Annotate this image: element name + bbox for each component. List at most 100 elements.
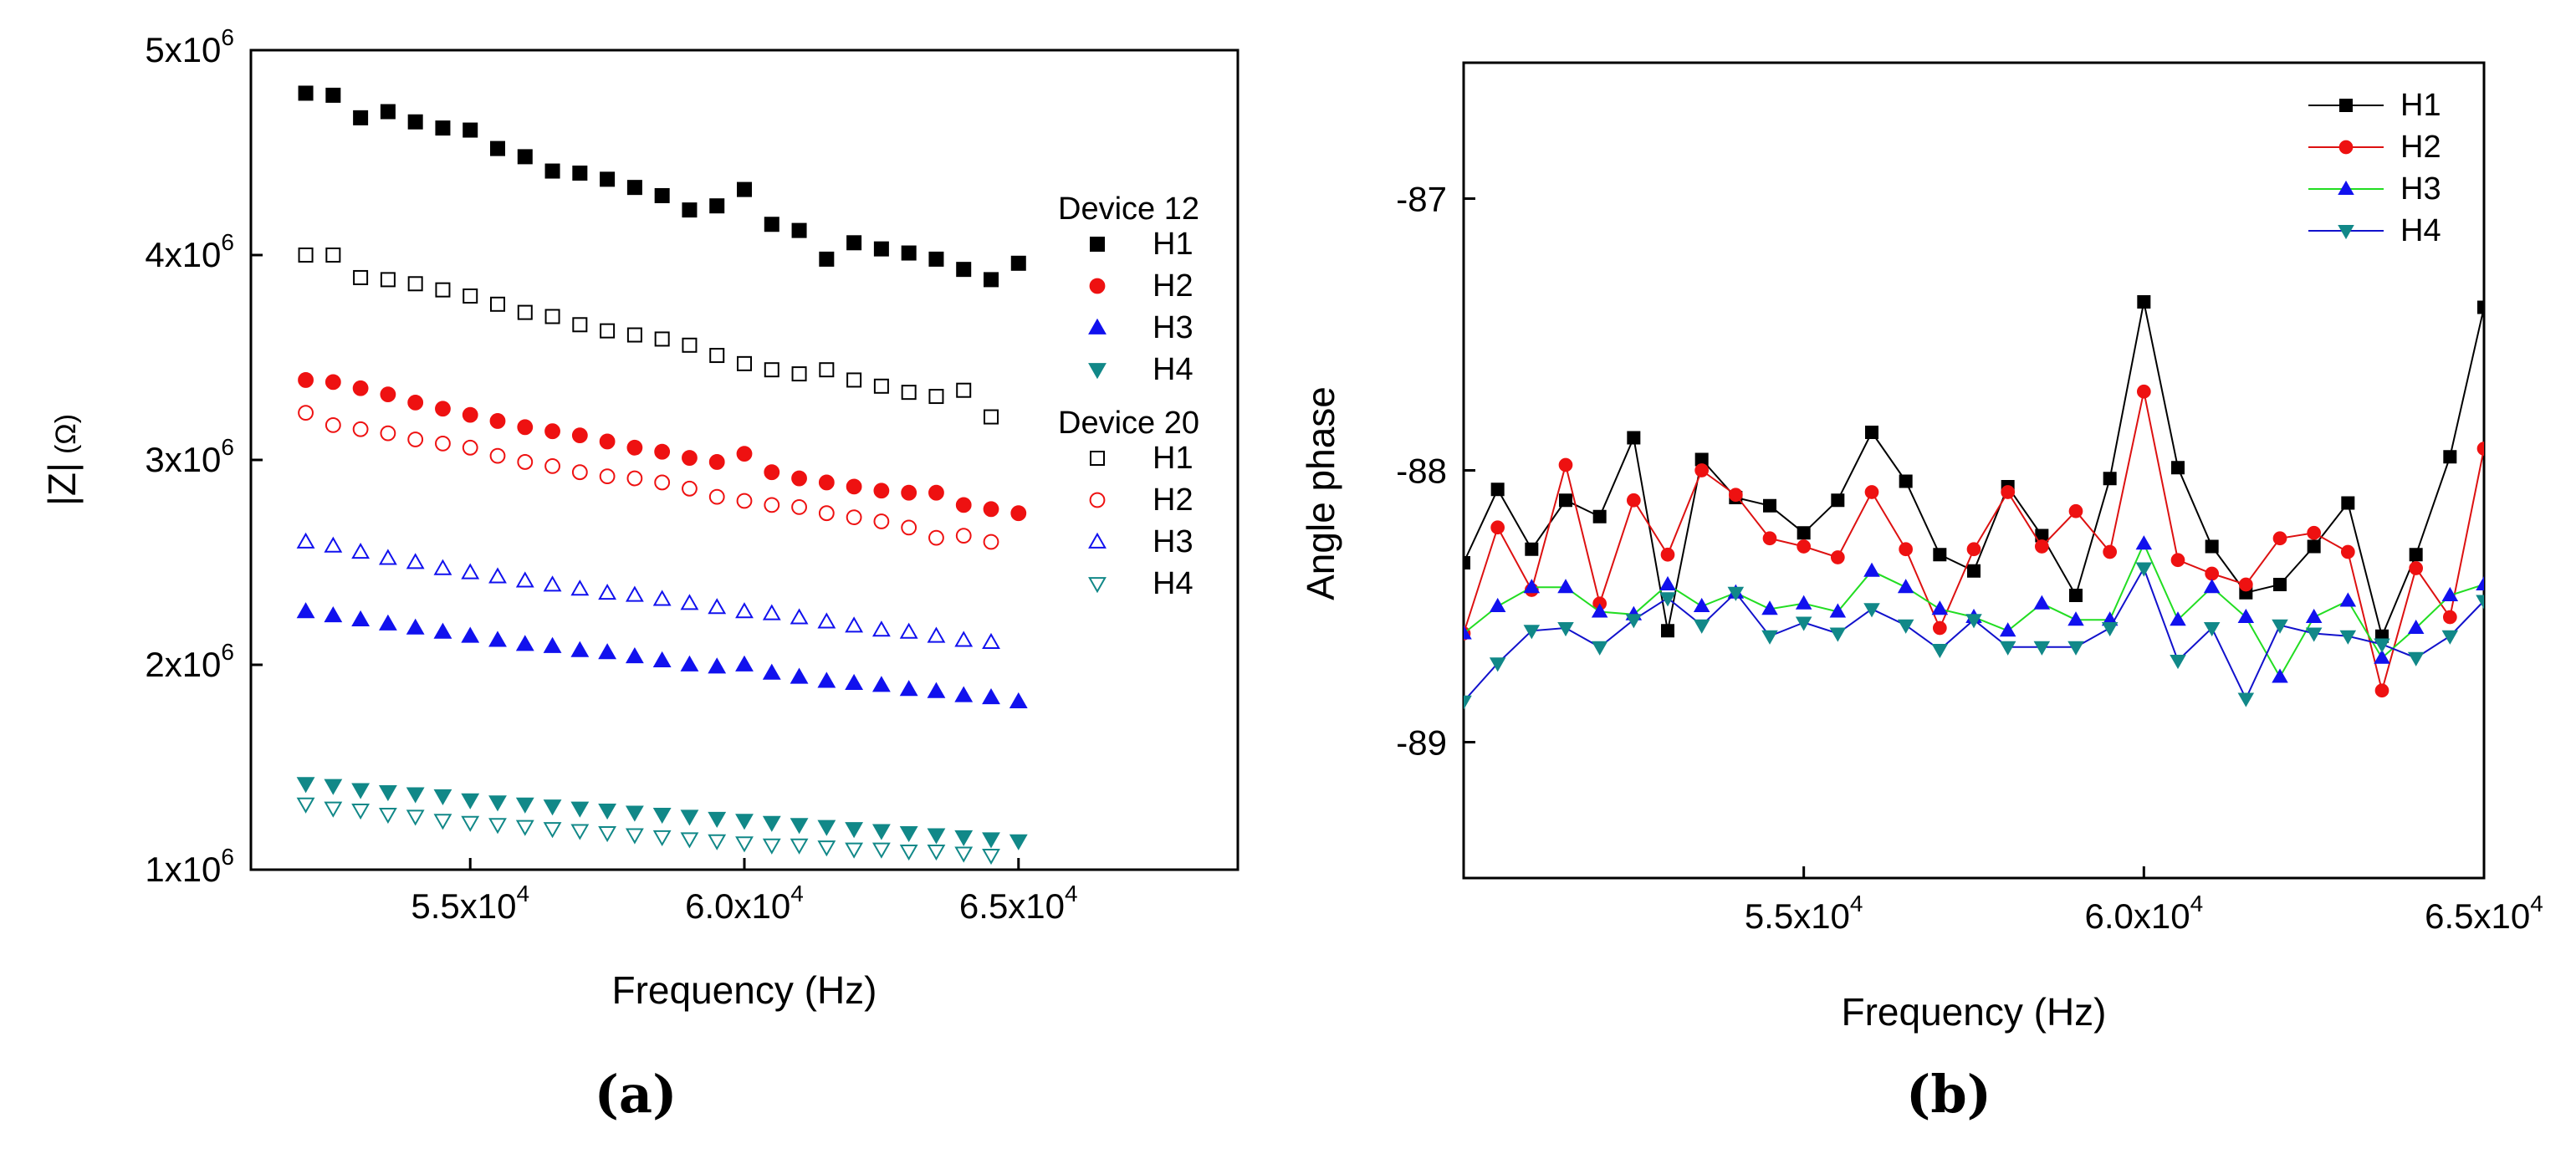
data-point xyxy=(735,655,754,671)
panel-b-x-tick-label-mantissa: 6.5x10 xyxy=(2425,896,2530,936)
data-point xyxy=(2442,610,2457,625)
data-point xyxy=(433,789,452,806)
data-point xyxy=(1795,616,1812,631)
data-point xyxy=(298,85,314,101)
data-point xyxy=(871,824,891,840)
data-point xyxy=(2476,595,2484,610)
series-device-12-h4 xyxy=(296,777,1028,850)
panel-b-x-tick-label: 6.0x104 xyxy=(2084,891,2203,936)
data-point xyxy=(353,269,369,285)
data-point xyxy=(846,235,862,251)
panel-a-y-tick-label-exponent: 6 xyxy=(221,434,234,460)
data-point xyxy=(1591,603,1608,618)
panel-b-y-ticks: -87 -88 -89 xyxy=(1396,180,1475,763)
data-point xyxy=(1727,586,1745,601)
data-point xyxy=(380,425,396,442)
series-device-20-h1 xyxy=(298,248,999,425)
data-point xyxy=(764,217,779,232)
data-point xyxy=(488,795,507,812)
data-point xyxy=(1762,531,1777,546)
panel-a-y-tick-label-exponent: 6 xyxy=(221,844,234,870)
data-point xyxy=(2443,450,2457,464)
data-point xyxy=(296,777,315,794)
data-point xyxy=(1899,542,1914,557)
data-point xyxy=(846,372,862,388)
data-point xyxy=(461,563,480,580)
data-point xyxy=(2203,621,2221,637)
panel-a-y-tick-label-mantissa: 2x10 xyxy=(145,645,221,684)
data-point xyxy=(652,807,672,825)
panel-a-x-tick-label: 6.0x104 xyxy=(685,881,804,926)
data-point xyxy=(2272,619,2288,634)
data-point xyxy=(1558,457,1573,472)
data-point xyxy=(901,245,917,261)
data-point xyxy=(2205,566,2220,581)
legend-label-h2: H2 xyxy=(2400,130,2441,165)
data-point xyxy=(378,785,397,802)
legend-marker-h3 xyxy=(2338,180,2354,196)
panel-a-y-axis-label-symbol: |Z| xyxy=(40,462,84,506)
panel-b-legend: H1 H2 H3 H4 xyxy=(2308,88,2441,248)
data-point xyxy=(599,433,616,450)
data-point xyxy=(2340,544,2355,559)
panel-b-chart: -87-88-89 5.5x104 6.0x104 6.5x104 Frequenc… xyxy=(1299,61,2543,1125)
data-point xyxy=(625,828,644,845)
data-point xyxy=(1490,520,1505,535)
data-point xyxy=(708,598,727,615)
data-point xyxy=(488,567,507,584)
series-phase-h3 xyxy=(1464,535,2484,683)
data-point xyxy=(2034,539,2049,554)
data-point xyxy=(570,641,590,657)
data-point xyxy=(2103,472,2117,486)
data-point xyxy=(489,413,506,429)
data-point xyxy=(1659,592,1676,607)
legend-entry-h3: H3 xyxy=(2308,171,2441,207)
data-point xyxy=(1464,695,1472,710)
series-line-h4 xyxy=(1464,566,2484,702)
data-point xyxy=(2033,641,2051,656)
data-point xyxy=(654,474,671,491)
data-point xyxy=(324,536,343,553)
data-point xyxy=(1625,614,1643,629)
data-point xyxy=(406,618,425,635)
data-point xyxy=(708,454,725,470)
data-point xyxy=(1728,488,1743,503)
data-point xyxy=(625,646,644,664)
data-point xyxy=(378,614,397,631)
data-point xyxy=(1626,493,1641,508)
data-point xyxy=(1830,550,1845,564)
data-point xyxy=(2170,611,2186,626)
panel-a-y-tick-label: 1x106 xyxy=(145,844,234,889)
legend-marker-h3 xyxy=(1088,532,1107,549)
data-point xyxy=(380,272,396,288)
data-point xyxy=(570,801,590,818)
legend-label-h1: H1 xyxy=(1153,227,1193,262)
data-point xyxy=(871,842,891,859)
data-point xyxy=(488,631,507,647)
data-point xyxy=(818,474,835,491)
data-point xyxy=(2476,575,2484,591)
data-point xyxy=(298,405,314,421)
legend-group-title-device-12: Device 12 xyxy=(1058,191,1199,227)
data-point xyxy=(927,682,946,698)
data-point xyxy=(2374,649,2390,664)
data-point xyxy=(654,331,670,347)
panel-a-x-tick-label-exponent: 4 xyxy=(790,881,804,906)
legend-marker-h1 xyxy=(2339,99,2353,112)
data-point xyxy=(1490,483,1505,497)
data-point xyxy=(1557,621,1574,637)
data-point xyxy=(543,575,562,592)
data-point xyxy=(1797,539,1812,554)
data-point xyxy=(791,498,807,515)
legend-entry-h2: H2 xyxy=(2308,130,2441,165)
panel-b-x-ticks: 5.5x104 6.0x104 6.5x104 xyxy=(1745,866,2543,936)
data-point xyxy=(1967,564,1981,578)
data-point xyxy=(791,222,807,238)
caption-b: (b) xyxy=(1906,1064,1991,1125)
data-point xyxy=(406,553,425,569)
data-point xyxy=(682,480,698,497)
series-device-12-h2 xyxy=(298,372,1027,522)
data-point xyxy=(544,309,560,324)
data-point xyxy=(598,826,617,843)
data-point xyxy=(462,439,478,456)
